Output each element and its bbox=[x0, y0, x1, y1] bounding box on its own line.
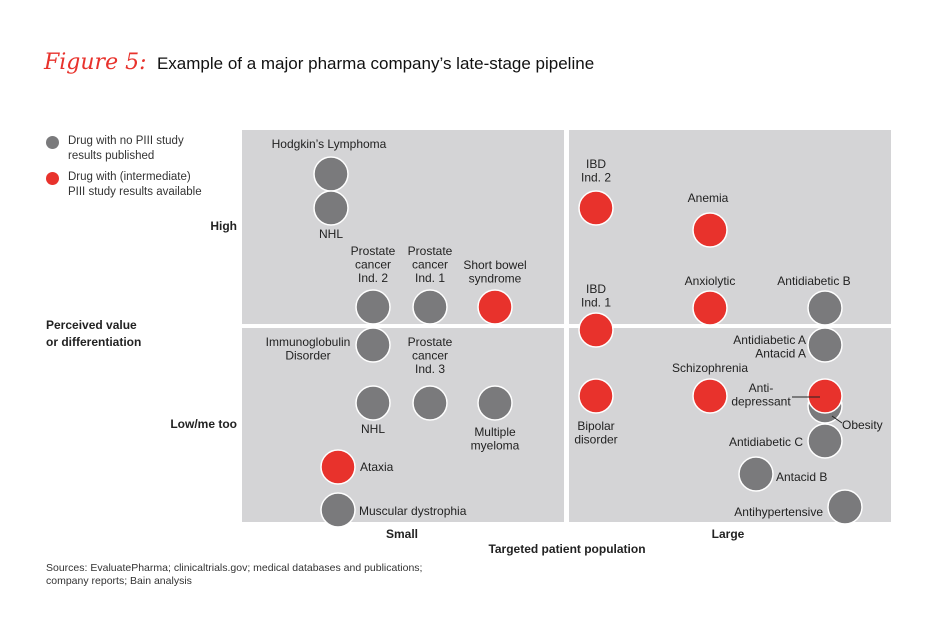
gray-marker-icon bbox=[313, 156, 349, 192]
drug-label: Prostate cancer Ind. 1 bbox=[408, 244, 453, 285]
drug-point bbox=[692, 212, 728, 248]
y-category-low: Low/me too bbox=[170, 417, 237, 431]
drug-point bbox=[355, 385, 391, 421]
drug-point bbox=[477, 289, 513, 325]
red-marker-icon bbox=[692, 290, 728, 326]
figure-title-text: Example of a major pharma company’s late… bbox=[156, 54, 595, 73]
quadrant-large-low bbox=[569, 328, 891, 522]
drug-point bbox=[807, 378, 843, 414]
drug-point bbox=[578, 312, 614, 348]
drug-label: Prostate cancer Ind. 2 bbox=[351, 244, 396, 285]
drug-point bbox=[320, 492, 356, 528]
drug-point bbox=[807, 290, 843, 326]
drug-label: Antacid B bbox=[776, 470, 827, 484]
gray-marker-icon bbox=[807, 423, 843, 459]
drug-label: Multiple myeloma bbox=[471, 425, 520, 453]
source-note: Sources: EvaluatePharma; clinicaltrials.… bbox=[46, 562, 423, 587]
gray-marker-icon bbox=[320, 492, 356, 528]
x-category-large: Large bbox=[711, 527, 745, 541]
drug-point bbox=[355, 327, 391, 363]
drug-point bbox=[412, 385, 448, 421]
drug-label: Hodgkin’s Lymphoma bbox=[272, 137, 387, 151]
quadrant-small-low bbox=[242, 328, 564, 522]
drug-label: Ataxia bbox=[360, 460, 394, 474]
drug-markers: Hodgkin’s Lymphoma NHL Prostate cancer Ind. … bbox=[266, 137, 883, 528]
gray-marker-icon bbox=[807, 290, 843, 326]
drug-point bbox=[320, 449, 356, 485]
drug-label: Bipolar disorder bbox=[574, 419, 617, 447]
drug-label: Schizophrenia bbox=[672, 361, 748, 375]
y-category-high: High bbox=[210, 219, 237, 233]
gray-marker-icon bbox=[355, 289, 391, 325]
red-marker-icon bbox=[692, 378, 728, 414]
drug-label: NHL bbox=[361, 422, 385, 436]
drug-point bbox=[578, 378, 614, 414]
gray-marker-icon bbox=[412, 289, 448, 325]
drug-label: Anti-depressant bbox=[731, 381, 791, 409]
gray-marker-icon bbox=[807, 327, 843, 363]
legend-item-piii-available: Drug with (intermediate) PIII study resu… bbox=[46, 170, 208, 200]
red-marker-icon bbox=[578, 378, 614, 414]
drug-point bbox=[738, 456, 774, 492]
drug-point bbox=[692, 290, 728, 326]
drug-point bbox=[692, 378, 728, 414]
red-marker-icon bbox=[692, 212, 728, 248]
drug-label: Muscular dystrophia bbox=[359, 504, 467, 518]
drug-point bbox=[807, 327, 843, 363]
red-marker-icon bbox=[578, 190, 614, 226]
drug-point bbox=[313, 190, 349, 226]
legend-red-dot-icon bbox=[46, 172, 59, 185]
legend-item-no-piii: Drug with no PIII study results publishe… bbox=[46, 134, 208, 164]
drug-label: Antidiabetic C bbox=[729, 435, 803, 449]
legend-label-piii-available: Drug with (intermediate) PIII study resu… bbox=[68, 171, 202, 198]
figure-label: Figure 5: bbox=[44, 50, 147, 75]
chart-title: Figure 5: Example of a major pharma comp… bbox=[44, 50, 594, 75]
gray-marker-icon bbox=[477, 385, 513, 421]
legend: Drug with no PIII study results publishe… bbox=[46, 134, 208, 206]
drug-label: Antihypertensive bbox=[734, 505, 823, 519]
red-marker-icon bbox=[578, 312, 614, 348]
drug-label: Short bowel syndrome bbox=[463, 258, 526, 286]
drug-label: Anxiolytic bbox=[685, 274, 736, 288]
drug-label: Antidiabetic A Antacid A bbox=[733, 333, 806, 361]
drug-label: Prostate cancer Ind. 3 bbox=[408, 335, 453, 376]
gray-marker-icon bbox=[355, 327, 391, 363]
gray-marker-icon bbox=[412, 385, 448, 421]
x-axis-title: Targeted patient population bbox=[488, 542, 646, 556]
gray-marker-icon bbox=[827, 489, 863, 525]
drug-point bbox=[827, 489, 863, 525]
red-marker-icon bbox=[477, 289, 513, 325]
x-category-small: Small bbox=[385, 527, 418, 541]
drug-label: IBD Ind. 2 bbox=[581, 157, 611, 185]
drug-label: NHL bbox=[319, 227, 343, 241]
drug-label: IBD Ind. 1 bbox=[581, 282, 611, 310]
red-marker-icon bbox=[807, 378, 843, 414]
quadrant-large-high bbox=[569, 130, 891, 324]
drug-label: Immunoglobulin Disorder bbox=[266, 335, 351, 363]
drug-point bbox=[355, 289, 391, 325]
drug-point bbox=[477, 385, 513, 421]
drug-point bbox=[313, 156, 349, 192]
legend-gray-dot-icon bbox=[46, 136, 59, 149]
drug-point bbox=[412, 289, 448, 325]
drug-label: Obesity bbox=[842, 418, 883, 432]
drug-point bbox=[807, 423, 843, 459]
gray-marker-icon bbox=[355, 385, 391, 421]
label-leader-line bbox=[831, 415, 843, 424]
legend-label-no-piii: Drug with no PIII study results publishe… bbox=[68, 135, 184, 162]
y-axis-title: Perceived value or differentiation bbox=[46, 318, 142, 349]
quadrant-small-high bbox=[242, 130, 564, 324]
red-marker-icon bbox=[320, 449, 356, 485]
gray-marker-icon bbox=[313, 190, 349, 226]
drug-label: Antidiabetic B bbox=[777, 274, 850, 288]
quadrant-panels bbox=[242, 130, 891, 522]
drug-label: Anemia bbox=[688, 191, 729, 205]
gray-marker-icon bbox=[738, 456, 774, 492]
drug-point bbox=[578, 190, 614, 226]
